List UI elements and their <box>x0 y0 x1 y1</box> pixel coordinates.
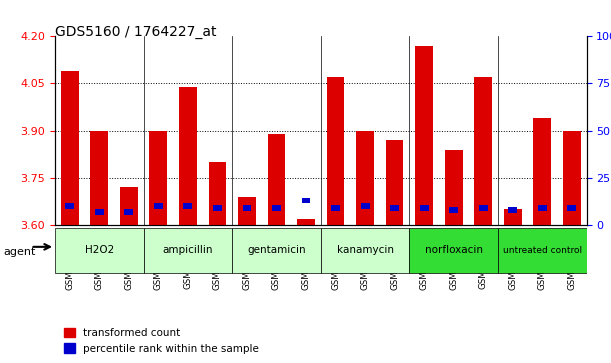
Bar <box>150 131 167 225</box>
Text: norfloxacin: norfloxacin <box>425 245 483 256</box>
FancyBboxPatch shape <box>498 228 587 273</box>
Bar <box>538 205 547 211</box>
Bar <box>272 205 281 211</box>
Text: GDS5160 / 1764227_at: GDS5160 / 1764227_at <box>55 25 216 40</box>
Bar <box>120 187 137 225</box>
Bar <box>179 87 197 225</box>
Bar <box>474 77 492 225</box>
Text: kanamycin: kanamycin <box>337 245 393 256</box>
Bar <box>390 205 399 211</box>
Text: H2O2: H2O2 <box>85 245 114 256</box>
Bar <box>90 131 108 225</box>
Bar <box>479 205 488 211</box>
Bar <box>125 209 133 215</box>
Bar <box>302 198 310 203</box>
Text: agent: agent <box>3 247 35 257</box>
Bar <box>268 134 285 225</box>
Text: ampicillin: ampicillin <box>163 245 213 256</box>
Bar <box>504 209 522 225</box>
Bar <box>243 205 251 211</box>
Bar <box>327 77 345 225</box>
Bar <box>360 203 370 209</box>
Bar <box>508 207 517 213</box>
Bar <box>415 46 433 225</box>
FancyBboxPatch shape <box>409 228 498 273</box>
Bar <box>95 209 104 215</box>
Legend: transformed count, percentile rank within the sample: transformed count, percentile rank withi… <box>60 324 263 358</box>
Bar <box>61 71 79 225</box>
FancyBboxPatch shape <box>321 228 409 273</box>
Text: untreated control: untreated control <box>503 246 582 255</box>
Bar <box>213 205 222 211</box>
FancyBboxPatch shape <box>232 228 321 273</box>
Text: gentamicin: gentamicin <box>247 245 306 256</box>
Bar <box>420 205 428 211</box>
Bar <box>65 203 74 209</box>
Bar <box>238 197 256 225</box>
Bar <box>449 207 458 213</box>
Bar <box>154 203 163 209</box>
FancyBboxPatch shape <box>55 228 144 273</box>
Bar <box>445 150 463 225</box>
Bar <box>183 203 192 209</box>
Bar <box>533 118 551 225</box>
Bar <box>386 140 403 225</box>
Bar <box>297 219 315 225</box>
Bar <box>331 205 340 211</box>
Bar <box>356 131 374 225</box>
FancyBboxPatch shape <box>144 228 232 273</box>
Bar <box>563 131 580 225</box>
Bar <box>208 162 226 225</box>
Bar <box>568 205 576 211</box>
